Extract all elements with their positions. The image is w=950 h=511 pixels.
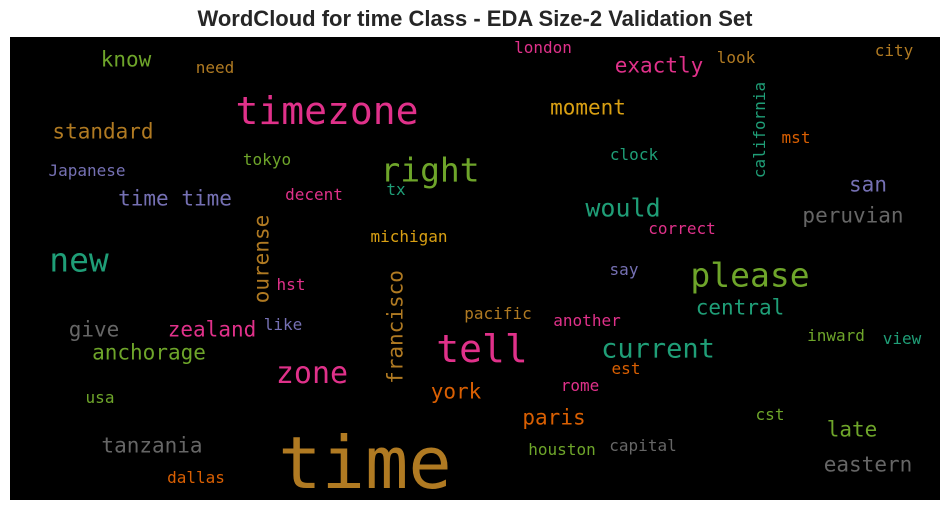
word-hst: hst: [276, 275, 306, 294]
word-cloud: time timezone tell please right new zone curren…: [10, 37, 940, 500]
word-would: would: [585, 193, 661, 223]
word-give: give: [68, 317, 120, 342]
word-decent: decent: [285, 185, 343, 204]
word-time-time: time time: [118, 186, 232, 211]
word-current: current: [601, 333, 715, 365]
word-like: like: [263, 315, 303, 334]
word-peruvian: peruvian: [802, 203, 904, 228]
word-francisco: francisco: [383, 270, 408, 384]
word-tanzania: tanzania: [101, 433, 203, 458]
word-exactly: exactly: [614, 53, 704, 78]
word-moment: moment: [550, 95, 626, 120]
word-late: late: [826, 417, 878, 442]
word-usa: usa: [85, 388, 115, 407]
word-please: please: [690, 255, 810, 295]
word-california: california: [750, 81, 769, 179]
word-pacific: pacific: [464, 304, 532, 323]
word-need: need: [195, 58, 235, 77]
word-tokyo: tokyo: [242, 150, 292, 169]
word-japanese: Japanese: [48, 161, 126, 180]
word-paris: paris: [522, 405, 586, 430]
word-york: york: [430, 379, 482, 404]
word-capital: capital: [609, 436, 677, 455]
word-timezone: timezone: [235, 89, 419, 133]
word-inward: inward: [807, 326, 865, 345]
word-london: london: [514, 38, 572, 57]
word-anchorage: anchorage: [92, 340, 206, 365]
word-city: city: [874, 41, 914, 60]
word-central: central: [695, 295, 785, 320]
word-rome: rome: [560, 376, 600, 395]
word-look: look: [716, 48, 756, 67]
word-zone: zone: [275, 356, 349, 391]
word-michigan: michigan: [370, 227, 448, 246]
word-view: view: [882, 329, 922, 348]
word-new: new: [49, 240, 109, 280]
word-another: another: [553, 311, 621, 330]
word-time: time: [278, 421, 452, 500]
word-cst: cst: [755, 405, 785, 424]
word-standard: standard: [52, 119, 154, 144]
word-ourense: ourense: [249, 214, 274, 304]
word-san: san: [849, 172, 887, 197]
word-dallas: dallas: [167, 468, 225, 487]
word-clock: clock: [609, 145, 659, 164]
word-tell: tell: [436, 327, 528, 371]
word-say: say: [609, 260, 639, 279]
word-know: know: [100, 47, 152, 72]
word-zealand: zealand: [167, 317, 257, 342]
word-mst: mst: [781, 128, 811, 147]
word-right: right: [380, 150, 480, 190]
word-eastern: eastern: [823, 452, 913, 477]
word-tx: tx: [386, 180, 406, 199]
word-houston: houston: [528, 440, 596, 459]
word-correct: correct: [648, 219, 716, 238]
chart-title: WordCloud for time Class - EDA Size-2 Va…: [197, 6, 753, 31]
word-est: est: [611, 359, 641, 378]
